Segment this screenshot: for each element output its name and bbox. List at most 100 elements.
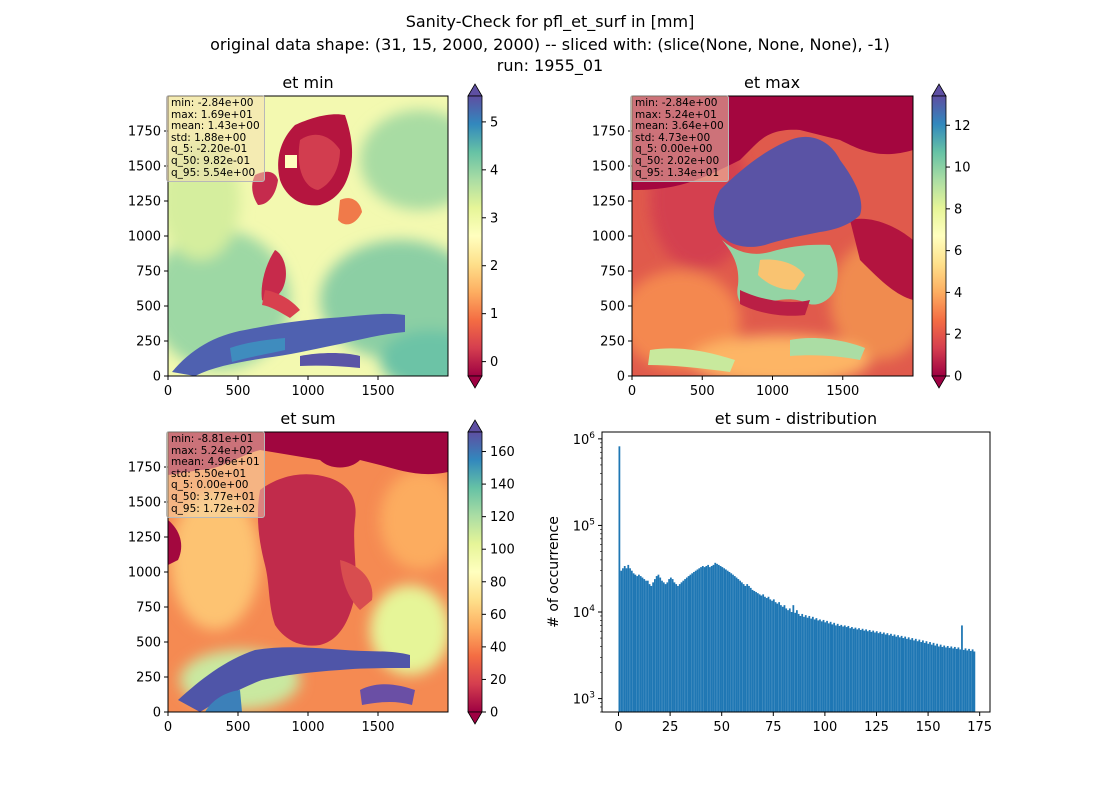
histogram-bar	[654, 579, 656, 712]
histogram-bar	[803, 616, 805, 712]
x-ticks: 0 500 1000 1500	[164, 376, 395, 399]
histogram-bar	[911, 638, 914, 712]
stat-max: max: 5.24e+02	[171, 444, 253, 457]
x-tick-label: 50	[713, 720, 730, 735]
y-tick-label: 1000	[128, 230, 161, 245]
histogram-bar	[771, 600, 773, 712]
histogram-bar	[705, 565, 708, 712]
histogram-bar	[863, 630, 866, 712]
histogram-bar	[936, 643, 938, 712]
y-tick-label: 1250	[128, 531, 161, 546]
histogram-bar	[923, 642, 926, 712]
histogram-bar	[838, 625, 841, 712]
histogram-bar	[835, 625, 837, 712]
histogram-bar	[742, 584, 745, 712]
y-tick-label: 1500	[592, 160, 625, 175]
stat-q50: q_50: 2.02e+00	[635, 154, 720, 167]
stat-std: std: 5.50e+01	[171, 467, 247, 480]
histogram-bar	[709, 567, 711, 712]
x-tick-label: 500	[690, 384, 715, 399]
histogram-bar	[891, 635, 894, 712]
y-tick-base: 10	[573, 693, 590, 708]
x-tick-label: 125	[864, 720, 889, 735]
y-tick-label: 104	[573, 604, 596, 621]
panel-et-min: et min 0 500 1000 1500 02505007501000125015…	[128, 73, 498, 399]
histogram-bar	[884, 634, 887, 712]
colorbar-tick-label: 140	[490, 478, 515, 493]
histogram-bar	[772, 599, 775, 712]
colorbar-tick-label: 0	[954, 370, 962, 385]
heatmap-image	[632, 96, 913, 376]
histogram-bar	[643, 579, 646, 712]
histogram-bar	[746, 584, 749, 712]
y-tick-exponent: 3	[589, 691, 595, 701]
histogram-bar	[774, 602, 777, 712]
y-tick-label: 500	[136, 300, 161, 315]
histogram-bar	[904, 636, 907, 712]
stat-min: min: -8.81e+01	[171, 433, 254, 445]
histogram-bar	[758, 594, 761, 712]
x-tick-label: 1000	[756, 384, 789, 399]
histogram-bar	[898, 637, 901, 712]
colorbar-extend-max	[467, 419, 483, 433]
stat-mean: mean: 3.64e+00	[635, 120, 724, 133]
y-tick-label: 0	[153, 706, 161, 721]
colorbar-extend-min	[467, 711, 483, 725]
histogram-bar	[662, 582, 665, 712]
histogram-bar	[716, 563, 718, 712]
histogram-bar	[827, 623, 830, 712]
histogram-bar	[719, 565, 722, 712]
histogram-bar	[925, 641, 928, 712]
histogram-bar	[822, 619, 825, 712]
histogram-bar	[843, 625, 846, 712]
histogram-bar	[909, 639, 912, 712]
histogram-bar	[787, 610, 789, 712]
histogram-bar	[804, 615, 807, 712]
stat-min: min: -2.84e+00	[635, 97, 718, 109]
colorbar-gradient	[467, 431, 483, 713]
histogram-bar	[957, 647, 960, 712]
histogram-bar	[728, 571, 731, 712]
colorbar-tick-label: 2	[490, 259, 498, 274]
histogram-bar	[817, 620, 820, 712]
histogram-bar	[811, 616, 814, 712]
histogram-bar	[794, 612, 796, 712]
histogram-bar	[806, 617, 809, 712]
x-tick-label: 1500	[361, 720, 394, 735]
histogram-bar	[852, 628, 855, 712]
histogram-bar	[673, 582, 676, 712]
histogram-bar	[856, 629, 859, 712]
x-tick-label: 0	[164, 720, 172, 735]
y-tick-label: 750	[136, 601, 161, 616]
histogram-bar	[930, 644, 933, 712]
histogram-bar	[866, 631, 869, 712]
histogram-bar	[918, 639, 921, 712]
x-ticks: 0 500 1000 1500	[164, 712, 395, 735]
colorbar-tick-label: 120	[490, 510, 515, 525]
histogram-bar	[819, 619, 821, 712]
histogram-bar	[725, 569, 727, 712]
histogram-bar	[748, 585, 750, 712]
histogram-bar	[756, 593, 759, 712]
histogram-bar	[946, 645, 949, 712]
colorbar-tick-label: 6	[954, 244, 962, 259]
histogram-bar	[641, 577, 644, 712]
histogram-bar	[932, 642, 935, 712]
histogram-bar	[668, 579, 670, 712]
histogram-bar	[700, 567, 702, 712]
stat-mean: mean: 4.96e+01	[171, 456, 260, 469]
histogram-bar	[916, 641, 919, 712]
histogram-bar	[703, 567, 706, 712]
panel-title: et sum - distribution	[715, 409, 877, 428]
y-tick-label: 106	[573, 431, 596, 448]
histogram-bar	[634, 574, 637, 712]
heatmap-image	[168, 432, 448, 712]
histogram-bar	[968, 648, 970, 712]
histogram-bar	[969, 650, 972, 712]
histogram-bar	[810, 618, 812, 712]
histogram-bar	[815, 618, 818, 712]
histogram-bar	[939, 644, 942, 712]
histogram-bar	[687, 576, 690, 712]
histogram-bar	[929, 642, 931, 712]
histogram-bar	[749, 587, 752, 712]
